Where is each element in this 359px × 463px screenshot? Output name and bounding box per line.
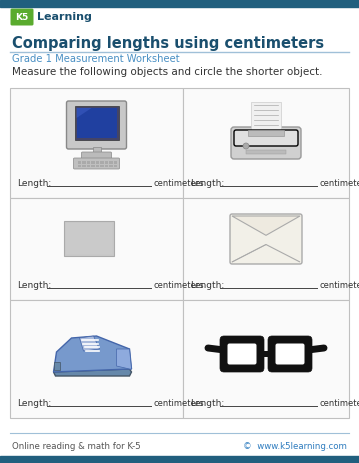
Bar bbox=[82, 166, 85, 167]
Text: ©  www.k5learning.com: © www.k5learning.com bbox=[243, 442, 347, 451]
Text: Length:: Length: bbox=[17, 180, 51, 188]
FancyBboxPatch shape bbox=[81, 152, 112, 159]
Bar bbox=[78, 166, 81, 167]
Bar bbox=[87, 162, 90, 163]
Bar bbox=[109, 166, 112, 167]
Text: centimeters: centimeters bbox=[154, 282, 205, 290]
Circle shape bbox=[243, 143, 249, 149]
Bar bbox=[10, 300, 183, 418]
Bar bbox=[109, 162, 112, 163]
Bar bbox=[64, 221, 113, 256]
Polygon shape bbox=[53, 336, 131, 372]
Text: Length:: Length: bbox=[190, 400, 224, 408]
Bar bbox=[87, 163, 90, 164]
Bar bbox=[0, 456, 359, 463]
Text: Length:: Length: bbox=[17, 282, 51, 290]
FancyBboxPatch shape bbox=[228, 344, 256, 364]
Bar bbox=[65, 223, 112, 254]
Bar bbox=[100, 166, 103, 167]
Bar bbox=[87, 166, 90, 167]
Bar bbox=[104, 162, 108, 163]
Bar bbox=[100, 163, 103, 164]
Bar bbox=[100, 162, 103, 163]
FancyBboxPatch shape bbox=[275, 344, 304, 364]
Bar bbox=[183, 88, 349, 198]
Bar bbox=[53, 362, 60, 370]
Polygon shape bbox=[76, 108, 92, 118]
FancyBboxPatch shape bbox=[230, 214, 302, 264]
Bar bbox=[95, 162, 99, 163]
Bar bbox=[104, 166, 108, 167]
Text: centimeters: centimeters bbox=[154, 400, 205, 408]
Bar bbox=[113, 166, 117, 167]
Bar bbox=[0, 0, 359, 7]
Polygon shape bbox=[53, 369, 131, 376]
Polygon shape bbox=[117, 349, 131, 369]
Bar bbox=[78, 162, 81, 163]
Bar bbox=[10, 198, 183, 300]
Bar bbox=[104, 161, 108, 162]
Bar bbox=[10, 88, 183, 198]
Text: centimeters: centimeters bbox=[154, 180, 205, 188]
Text: Length:: Length: bbox=[190, 282, 224, 290]
Bar bbox=[109, 161, 112, 162]
Text: K5: K5 bbox=[15, 13, 29, 21]
Bar bbox=[183, 300, 349, 418]
Text: Measure the following objects and circle the shorter object.: Measure the following objects and circle… bbox=[12, 67, 322, 77]
FancyBboxPatch shape bbox=[231, 127, 301, 159]
FancyBboxPatch shape bbox=[66, 101, 126, 149]
Bar bbox=[109, 163, 112, 164]
Bar bbox=[93, 147, 101, 153]
Bar bbox=[82, 163, 85, 164]
Text: centimeters: centimeters bbox=[320, 180, 359, 188]
Text: centimeters: centimeters bbox=[320, 400, 359, 408]
Text: Comparing lengths using centimeters: Comparing lengths using centimeters bbox=[12, 36, 324, 51]
Bar bbox=[251, 102, 281, 132]
Bar bbox=[259, 351, 273, 357]
Bar bbox=[91, 161, 94, 162]
Polygon shape bbox=[232, 216, 300, 235]
Bar bbox=[95, 166, 99, 167]
Bar bbox=[78, 163, 81, 164]
FancyBboxPatch shape bbox=[234, 130, 298, 146]
Bar bbox=[95, 163, 99, 164]
Bar bbox=[104, 163, 108, 164]
Bar bbox=[113, 163, 117, 164]
Bar bbox=[91, 162, 94, 163]
Bar bbox=[76, 108, 117, 138]
Text: Length:: Length: bbox=[17, 400, 51, 408]
Text: Online reading & math for K-5: Online reading & math for K-5 bbox=[12, 442, 141, 451]
FancyBboxPatch shape bbox=[268, 336, 312, 372]
FancyBboxPatch shape bbox=[74, 158, 120, 169]
Text: Length:: Length: bbox=[190, 180, 224, 188]
Bar bbox=[113, 162, 117, 163]
Bar bbox=[75, 106, 118, 140]
Bar bbox=[183, 198, 349, 300]
Text: Learning: Learning bbox=[37, 12, 92, 22]
Bar bbox=[87, 161, 90, 162]
Bar bbox=[78, 161, 81, 162]
Polygon shape bbox=[79, 336, 99, 351]
FancyBboxPatch shape bbox=[10, 8, 33, 25]
Bar bbox=[91, 166, 94, 167]
Text: Grade 1 Measurement Worksheet: Grade 1 Measurement Worksheet bbox=[12, 54, 180, 64]
Bar bbox=[82, 162, 85, 163]
Bar bbox=[113, 161, 117, 162]
Bar bbox=[248, 130, 284, 136]
Bar bbox=[100, 161, 103, 162]
Bar bbox=[95, 161, 99, 162]
Text: centimeters: centimeters bbox=[320, 282, 359, 290]
Bar bbox=[246, 150, 286, 154]
Bar bbox=[82, 161, 85, 162]
FancyBboxPatch shape bbox=[220, 336, 264, 372]
Bar bbox=[91, 163, 94, 164]
